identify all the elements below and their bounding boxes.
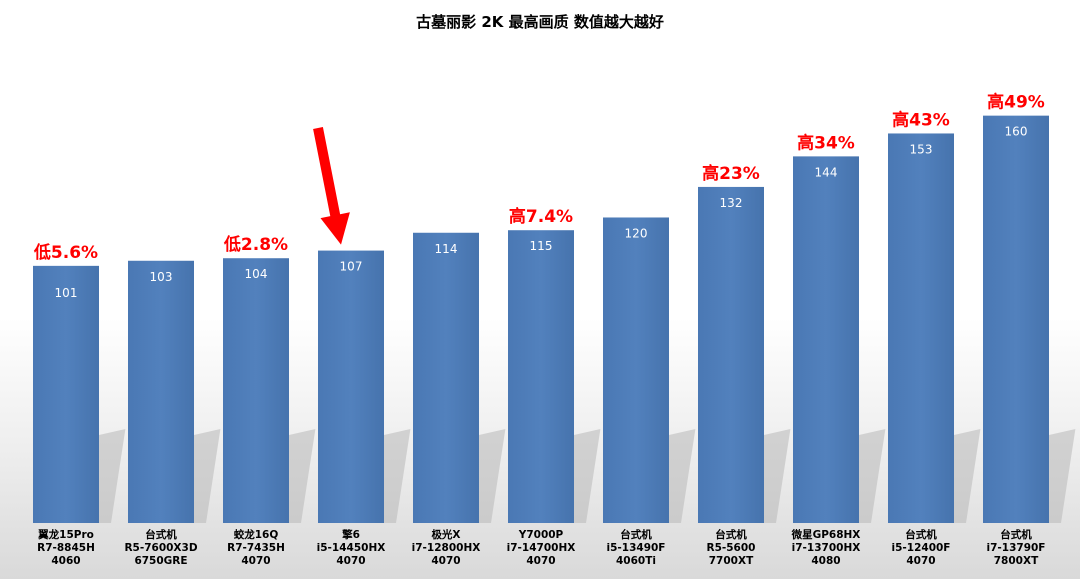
category-label: R5-5600 [707, 542, 756, 554]
category-label: 极光X [431, 528, 460, 541]
category-label: 4070 [526, 555, 555, 567]
bar-shadow [289, 429, 316, 523]
category-label: i5-13490F [607, 542, 666, 554]
category-label: 4070 [431, 555, 460, 567]
category-label: 4080 [811, 555, 840, 567]
value-label: 115 [530, 239, 553, 253]
value-label: 153 [910, 142, 933, 156]
value-label: 160 [1005, 125, 1028, 139]
category-label: 4070 [336, 555, 365, 567]
category-label: 台式机 [905, 528, 937, 541]
highlight-arrow [313, 127, 350, 245]
category-label: R7-7435H [227, 542, 285, 554]
category-label: 微星GP68HX [791, 528, 861, 541]
bar [318, 250, 384, 524]
bar-shadow [859, 429, 886, 523]
category-label: 6750GRE [134, 555, 187, 567]
category-label: 台式机 [620, 528, 652, 541]
percent-annotation: 高49% [987, 92, 1045, 113]
category-label: 7800XT [994, 555, 1039, 567]
percent-annotation: 低5.6% [33, 242, 98, 263]
category-label: 7700XT [709, 555, 754, 567]
bar-shadow [479, 429, 506, 523]
category-label: 台式机 [715, 528, 747, 541]
value-label: 107 [340, 260, 363, 274]
category-label: 4070 [906, 555, 935, 567]
bar-shadow [764, 429, 791, 523]
bar [508, 230, 574, 523]
bar [223, 258, 289, 523]
bar [33, 265, 99, 523]
percent-annotation: 高7.4% [509, 206, 573, 227]
category-label: R5-7600X3D [124, 542, 197, 554]
bar [888, 133, 954, 523]
bar-shadow [194, 429, 221, 523]
category-label: 4060Ti [616, 555, 656, 567]
highlight-arrow-icon [313, 127, 350, 245]
category-labels: 翼龙15ProR7-8845H4060台式机R5-7600X3D6750GRE蛟… [37, 528, 1045, 567]
value-label: 144 [815, 165, 838, 179]
bar-shadow [99, 429, 126, 523]
bar [603, 217, 669, 523]
bar [128, 260, 194, 523]
bar [413, 232, 479, 524]
bar-shadow [669, 429, 696, 523]
percent-annotation: 高34% [797, 132, 855, 153]
category-label: i5-14450HX [317, 542, 386, 554]
bar-shadow [384, 429, 411, 523]
percent-annotation: 高23% [702, 163, 760, 184]
value-label: 132 [720, 196, 743, 210]
category-label: i5-12400F [892, 542, 951, 554]
category-label: 4070 [241, 555, 270, 567]
value-label: 103 [150, 270, 173, 284]
bar [698, 186, 764, 523]
category-label: Y7000P [518, 529, 564, 541]
percent-annotations: 低5.6% 低2.8% 高7.4% 高23% 高34% 高43% 高49% [33, 92, 1045, 263]
category-label: 台式机 [145, 528, 177, 541]
percent-annotation: 高43% [892, 109, 950, 130]
category-label: i7-12800HX [412, 542, 481, 554]
category-label: i7-14700HX [507, 542, 576, 554]
percent-annotation: 低2.8% [223, 234, 288, 255]
category-label: i7-13790F [987, 542, 1046, 554]
category-label: 蛟龙16Q [234, 528, 279, 541]
bar [793, 156, 859, 523]
bar-shadows [99, 429, 1076, 523]
bar-shadow [954, 429, 981, 523]
category-label: R7-8845H [37, 542, 95, 554]
value-label: 101 [55, 286, 78, 300]
bar [983, 115, 1049, 523]
category-label: 台式机 [1000, 528, 1032, 541]
bar-shadow [574, 429, 601, 523]
bars [33, 115, 1049, 524]
category-label: 翼龙15Pro [37, 528, 94, 541]
data-labels: 101 103 104 107 114 115 120 132 144 153 160 [55, 125, 1028, 300]
bar-shadow [1049, 429, 1076, 523]
chart-title: 古墓丽影 2K 最高画质 数值越大越好 [416, 13, 664, 31]
value-label: 114 [435, 242, 458, 256]
category-label: 擎6 [342, 528, 360, 541]
value-label: 104 [245, 267, 268, 281]
category-label: i7-13700HX [792, 542, 861, 554]
value-label: 120 [625, 226, 648, 240]
category-label: 4060 [51, 555, 80, 567]
